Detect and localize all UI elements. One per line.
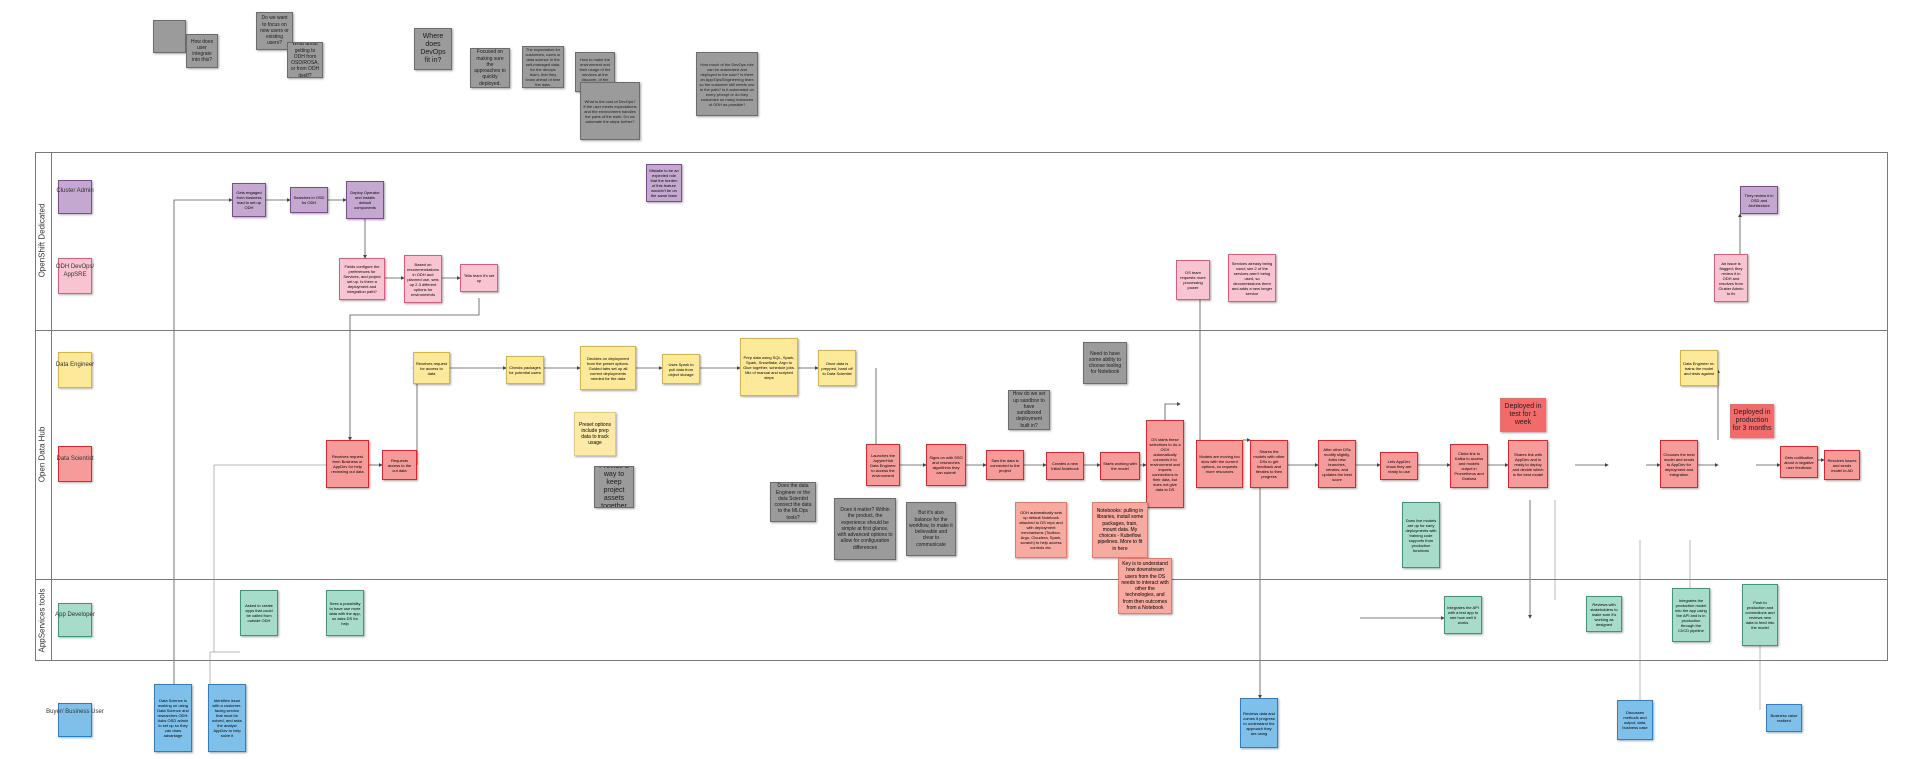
group-column xyxy=(35,152,52,330)
question-note[interactable]: What is the cost of DevOps? If the user … xyxy=(580,82,640,140)
swimlane-frame xyxy=(35,152,1888,661)
step-card[interactable]: Asked to create apps that could be calle… xyxy=(240,590,278,636)
step-card[interactable]: An issue is flagged; they review it in O… xyxy=(1714,254,1748,302)
step-card[interactable]: Deploy Operator and installs default com… xyxy=(346,181,384,219)
data-engineer-label: Data Engineer xyxy=(55,362,95,368)
cluster-admin-label: Cluster Admin xyxy=(56,188,94,194)
step-card[interactable]: Searches in OSD for ODH xyxy=(290,187,328,213)
idea-note[interactable]: ODH automatically sets up default Notebo… xyxy=(1015,502,1067,558)
idea-note[interactable]: Notebooks: pulling in libraries, install… xyxy=(1092,502,1148,558)
group-column xyxy=(35,330,52,579)
step-card[interactable]: DS starts these selections to do a OCH a… xyxy=(1146,420,1184,508)
step-card[interactable]: Gets notification about a negative user … xyxy=(1780,446,1818,478)
idea-note[interactable]: Key is to understand how downstream user… xyxy=(1118,558,1172,614)
step-card[interactable]: DS team requests more processing power xyxy=(1176,260,1210,300)
step-card[interactable]: Integrates the production model into the… xyxy=(1672,588,1710,642)
step-card[interactable]: Discusses methods and output, data, busi… xyxy=(1617,700,1653,740)
step-card[interactable]: Data Science is working on using Data Sc… xyxy=(154,684,192,752)
cluster-admin-actor xyxy=(58,180,92,214)
step-card[interactable]: Chooses the best model and sends to AppD… xyxy=(1660,440,1698,488)
step-card[interactable]: Starts working with the model xyxy=(1100,452,1140,480)
step-card[interactable]: Receives request for access to data xyxy=(413,352,450,384)
step-card[interactable]: Prep data using SQL, Spark, Spark, Snowf… xyxy=(740,338,798,396)
question-note[interactable]: Need to have some ability to choose tool… xyxy=(1083,342,1127,384)
step-card[interactable]: Signs on with SSO and researches algorit… xyxy=(926,444,966,486)
question-note[interactable]: The expectation for customers, users or … xyxy=(522,46,564,88)
step-card[interactable]: Reviews data and comes it progress to un… xyxy=(1240,698,1278,748)
question-note[interactable]: But it's also balance for the workflow, … xyxy=(906,502,956,556)
step-card[interactable]: Resolves issues and sends model to AD xyxy=(1824,450,1860,480)
step-card[interactable]: Based on recommendations in ODH and plan… xyxy=(404,255,442,303)
step-card[interactable]: Decides on deployment from the preset op… xyxy=(580,346,636,390)
step-card[interactable]: Sees a possibility to have use more data… xyxy=(326,590,364,636)
lane-divider xyxy=(35,330,1888,331)
step-card[interactable]: Lets AppDev know they are ready to use xyxy=(1380,452,1418,480)
step-card[interactable]: Receives request from Business or AppDev… xyxy=(326,440,369,488)
data-scientist-actor xyxy=(58,446,92,482)
group-column xyxy=(35,579,52,661)
step-card[interactable]: Business value realized xyxy=(1766,704,1802,732)
app-developer-actor xyxy=(58,603,92,637)
step-card[interactable]: Identifies issue with a customer-facing … xyxy=(208,684,246,752)
step-card[interactable]: Models are moving too slow with the curr… xyxy=(1196,440,1243,488)
data-engineer-actor xyxy=(58,352,92,388)
odh-devops-label: ODH DevOps/ AppSRE xyxy=(55,264,95,278)
step-card[interactable]: Checks packages for potential users xyxy=(506,356,544,384)
question-note[interactable]: Does the data Engineer or the data Scien… xyxy=(770,482,816,522)
step-card[interactable]: Push to production and connections and r… xyxy=(1742,584,1778,646)
question-note[interactable]: What about getting to ODH from OSD/ROSA,… xyxy=(287,42,323,78)
odh-devops-actor xyxy=(58,258,92,294)
idea-note[interactable]: Preset options include prep data to trac… xyxy=(574,412,616,456)
step-card[interactable]: Clicks link to Kafka to access and model… xyxy=(1450,444,1488,488)
step-card[interactable]: Services already being used; see 2 of th… xyxy=(1228,254,1276,302)
step-card[interactable]: Integrates the API with a test app to se… xyxy=(1444,596,1482,634)
step-card[interactable]: Data Engineer re-trains the model and te… xyxy=(1680,350,1718,386)
data-scientist-label: Data Scientist xyxy=(56,456,94,462)
lane-divider xyxy=(35,579,1888,580)
business-user-label: Buyer/ Business User xyxy=(46,709,104,715)
question-note[interactable]: Mistake to be an expected role that the … xyxy=(646,164,682,202)
step-card[interactable]: Once data is prepped, hand off to Data S… xyxy=(818,350,856,386)
step-card[interactable]: Reviews with stakeholders to make sure i… xyxy=(1586,596,1622,632)
step-card[interactable]: Shares the models with other DSs to get … xyxy=(1250,440,1288,488)
question-note[interactable]: Does it matter? Within the product, the … xyxy=(834,498,896,560)
milestone-flag[interactable]: Deployed in production for 3 months xyxy=(1730,404,1774,438)
step-card[interactable]: After other DSs modify slightly, forks n… xyxy=(1318,440,1356,488)
lane-group-odh: Open Data Hub xyxy=(37,426,47,483)
step-card[interactable]: Creates a new Initial Notebook xyxy=(1046,452,1084,480)
app-developer-label: App Developer xyxy=(55,612,95,618)
question-note[interactable]: Focused on making sure the approaches to… xyxy=(470,48,510,88)
question-note[interactable]: Do we want to focus on new users or exis… xyxy=(256,12,293,50)
step-card[interactable]: Shares link with AppDev and is ready to … xyxy=(1508,440,1548,488)
step-card[interactable]: Uses Spark to pull data from object stor… xyxy=(662,354,700,384)
question-note[interactable]: How does user integrate into this? xyxy=(186,34,218,68)
step-card[interactable]: Tells team it's set up xyxy=(460,264,498,292)
question-note[interactable]: Where does DevOps fit in? xyxy=(414,28,452,70)
step-card[interactable]: Launches the JupyterHub Data Engineer to… xyxy=(866,444,900,486)
step-card[interactable]: Saw the data is connected to the project xyxy=(986,450,1024,480)
question-note[interactable]: Provide a way to keep project assets tog… xyxy=(594,466,634,508)
business-user-actor xyxy=(58,703,92,737)
question-note[interactable]: How do we set up sandbox to have sandbox… xyxy=(1008,390,1050,430)
step-card[interactable]: Does live models are up for early deploy… xyxy=(1402,502,1440,568)
lane-group-appservices: AppServices tools xyxy=(37,588,47,653)
step-card[interactable]: Gets engaged from business lead to set u… xyxy=(232,183,266,217)
step-card[interactable]: Fields configure the preferences for Ser… xyxy=(339,258,385,300)
step-card[interactable]: They review it in OSD and Architecture xyxy=(1740,186,1778,214)
question-note[interactable] xyxy=(153,20,186,53)
question-note[interactable]: How much of the DevOps role can be autom… xyxy=(696,52,758,116)
milestone-flag[interactable]: Deployed in test for 1 week xyxy=(1500,398,1546,432)
step-card[interactable]: Requests access to the cut data xyxy=(382,450,417,480)
